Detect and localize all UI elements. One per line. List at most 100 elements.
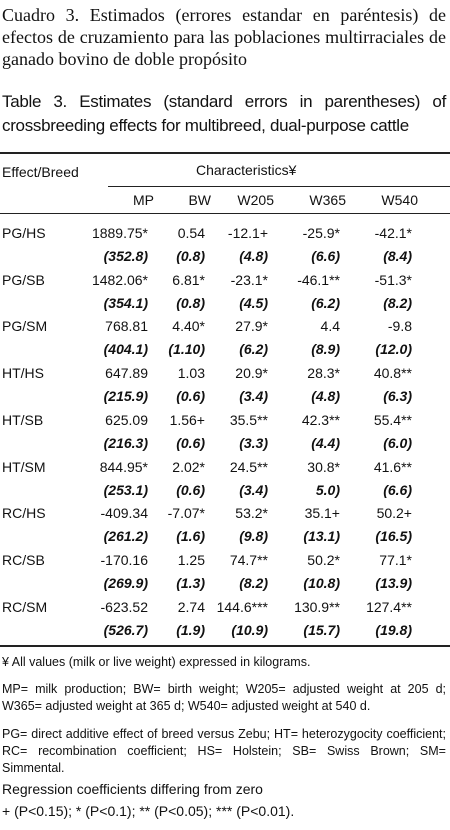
estimate-cell: 41.6** [373,458,412,475]
estimate-cell: 53.2* [235,505,268,522]
row-effect: HT/SB [2,411,44,428]
error-cell: (8.4) [383,248,412,264]
footnote: Regression coefficients differing from z… [2,781,263,797]
estimate-cell: -9.8 [387,318,412,335]
error-cell: (1.3) [176,574,205,591]
estimate-cell: 2.02* [172,458,205,475]
estimate-cell: -7.07* [167,505,205,522]
error-cell: (4.8) [239,248,268,264]
estimate-cell: 4.4 [320,318,340,335]
estimate-cell: 1482.06* [91,271,148,288]
estimate-cell: 74.7** [229,551,268,568]
row-effect: PG/HS [2,225,46,241]
error-cell: (13.9) [375,574,412,591]
error-cell: (6.3) [383,388,412,405]
row-effect: RC/HS [2,505,46,522]
estimate-cell: 130.9** [294,598,340,615]
row-effect: PG/SM [2,318,48,335]
error-cell: (526.7) [103,621,148,638]
row-effect: PG/SB [2,271,45,288]
estimate-cell: 55.4** [373,411,412,428]
estimate-cell: 50.2+ [376,505,412,522]
error-cell: (15.7) [303,621,340,638]
estimate-cell: 28.3* [307,365,340,382]
error-cell: (10.9) [231,621,268,638]
top-rule [0,152,450,154]
estimate-cell: 50.2* [307,551,340,568]
error-cell: (0.8) [176,294,205,311]
error-cell: (352.8) [103,248,148,264]
error-cell: (0.8) [176,248,205,264]
estimate-cell: 2.74 [177,598,205,615]
estimate-cell: -170.16 [100,551,148,568]
column-header: W540 [381,192,418,208]
column-header: MP [133,192,154,208]
estimate-cell: 625.09 [105,411,148,428]
error-cell: (253.1) [103,481,148,498]
estimate-cell: 1.56+ [169,411,205,428]
footnote: PG= direct additive effect of breed vers… [2,727,446,775]
group-rule [108,186,450,187]
bottom-rule [0,645,450,647]
error-cell: 5.0) [315,481,340,498]
error-cell: (215.9) [103,388,148,405]
estimate-cell: -12.1+ [227,225,268,241]
row-effect: RC/SM [2,598,48,615]
estimate-cell: 768.81 [105,318,148,335]
footnote: + (P<0.15); * (P<0.1); ** (P<0.05); *** … [2,803,295,819]
error-cell: (354.1) [103,294,148,311]
error-cell: (19.8) [375,621,412,638]
error-cell: (4.4) [311,434,340,451]
error-cell: (0.6) [176,434,205,451]
estimate-cell: 20.9* [235,365,268,382]
error-cell: (13.1) [303,528,340,545]
row-effect: RC/SB [2,551,45,568]
estimate-cell: -46.1** [297,271,340,288]
error-cell: (216.3) [103,434,148,451]
estimate-cell: -25.9* [302,225,340,241]
error-cell: (0.6) [176,388,205,405]
estimate-cell: 35.5** [229,411,268,428]
error-cell: (6.6) [383,481,412,498]
estimate-cell: 24.5** [229,458,268,475]
estimate-cell: 1.03 [177,365,205,382]
estimate-cell: 42.3** [301,411,340,428]
column-header: W205 [237,192,274,208]
estimate-cell: -623.52 [100,598,148,615]
error-cell: (4.8) [311,388,340,405]
error-cell: (6.0) [383,434,412,451]
estimate-cell: 27.9* [235,318,268,335]
error-cell: (16.5) [375,528,412,545]
estimate-cell: 1889.75* [91,225,148,241]
error-cell: (4.5) [239,294,268,311]
estimate-cell: 0.54 [177,225,205,241]
estimate-cell: 1.25 [177,551,205,568]
error-cell: (6.2) [239,341,268,358]
error-cell: (1.6) [176,528,205,545]
caption-es: Cuadro 3. Estimados (errores estandar en… [2,5,446,69]
estimate-cell: -409.34 [100,505,148,522]
effect-header: Effect/Breed [2,164,79,180]
estimate-cell: -23.1* [230,271,268,288]
row-effect: HT/HS [2,365,44,382]
error-cell: (3.4) [239,388,268,405]
column-header: BW [188,192,211,208]
error-cell: (8.9) [311,341,340,358]
error-cell: (0.6) [176,481,205,498]
estimate-cell: 30.8* [307,458,340,475]
error-cell: (8.2) [383,294,412,311]
column-header: W365 [309,192,346,208]
estimate-cell: 40.8** [373,365,412,382]
estimate-cell: 35.1+ [304,505,340,522]
error-cell: (3.3) [239,434,268,451]
header-rule [0,213,450,214]
error-cell: (1.10) [168,341,205,358]
row-effect: HT/SM [2,458,46,475]
error-cell: (6.2) [311,294,340,311]
estimate-cell: 77.1* [379,551,412,568]
estimate-cell: -42.1* [374,225,412,241]
error-cell: (3.4) [239,481,268,498]
estimate-cell: 127.4** [366,598,412,615]
error-cell: (404.1) [103,341,148,358]
